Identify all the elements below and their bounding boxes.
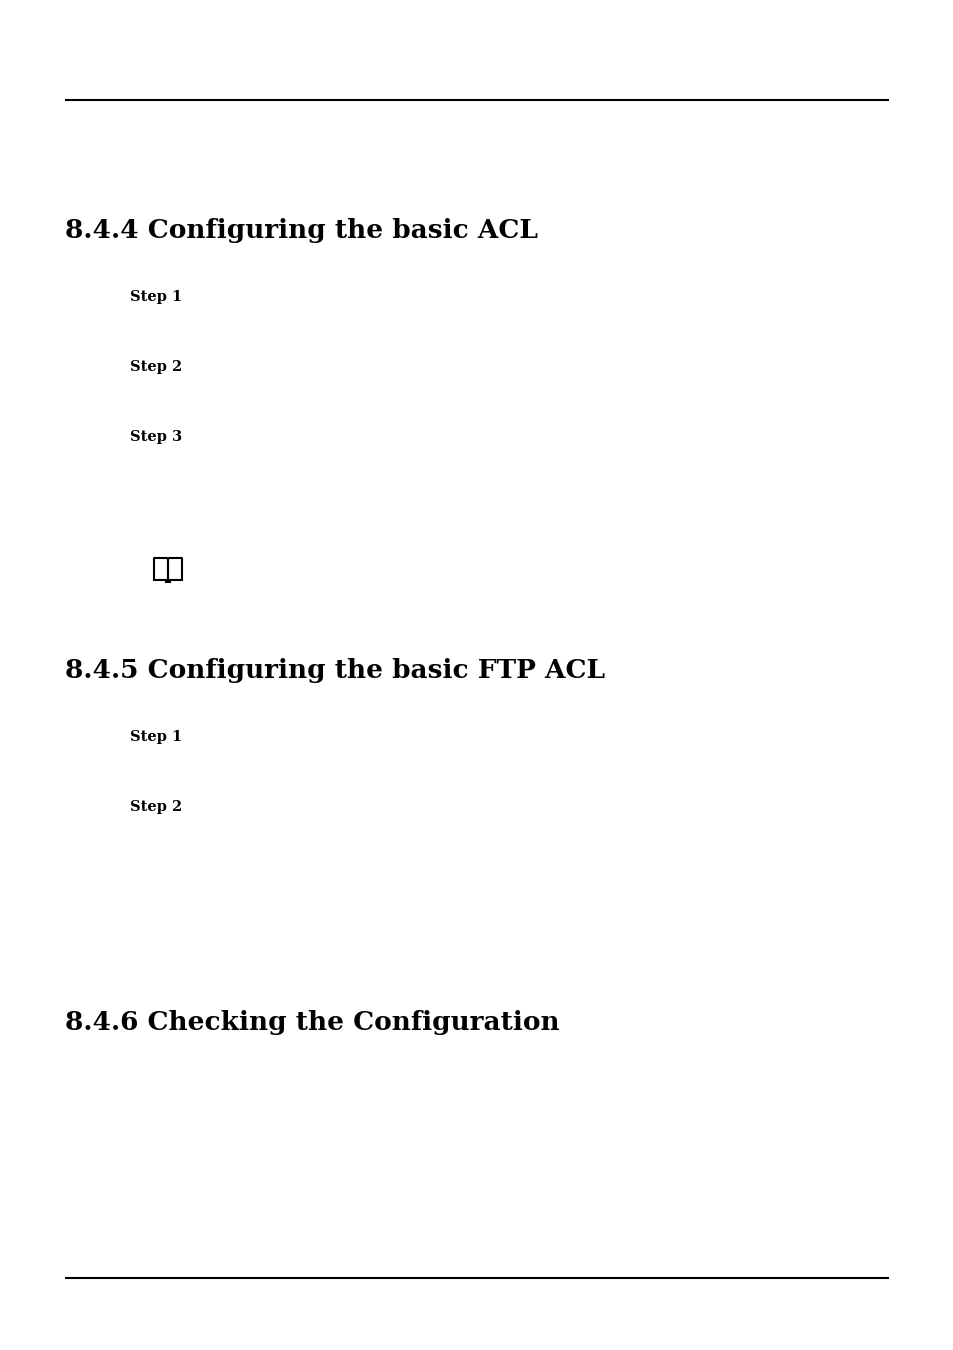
Text: 8.4.4 Configuring the basic ACL: 8.4.4 Configuring the basic ACL — [65, 217, 537, 243]
Text: Step 2: Step 2 — [130, 801, 182, 814]
Text: Step 2: Step 2 — [130, 360, 182, 374]
Text: Step 1: Step 1 — [130, 730, 182, 744]
Text: 8.4.6 Checking the Configuration: 8.4.6 Checking the Configuration — [65, 1010, 559, 1035]
Text: Step 1: Step 1 — [130, 290, 182, 304]
Text: Step 3: Step 3 — [130, 431, 182, 444]
Text: 8.4.5 Configuring the basic FTP ACL: 8.4.5 Configuring the basic FTP ACL — [65, 657, 604, 683]
